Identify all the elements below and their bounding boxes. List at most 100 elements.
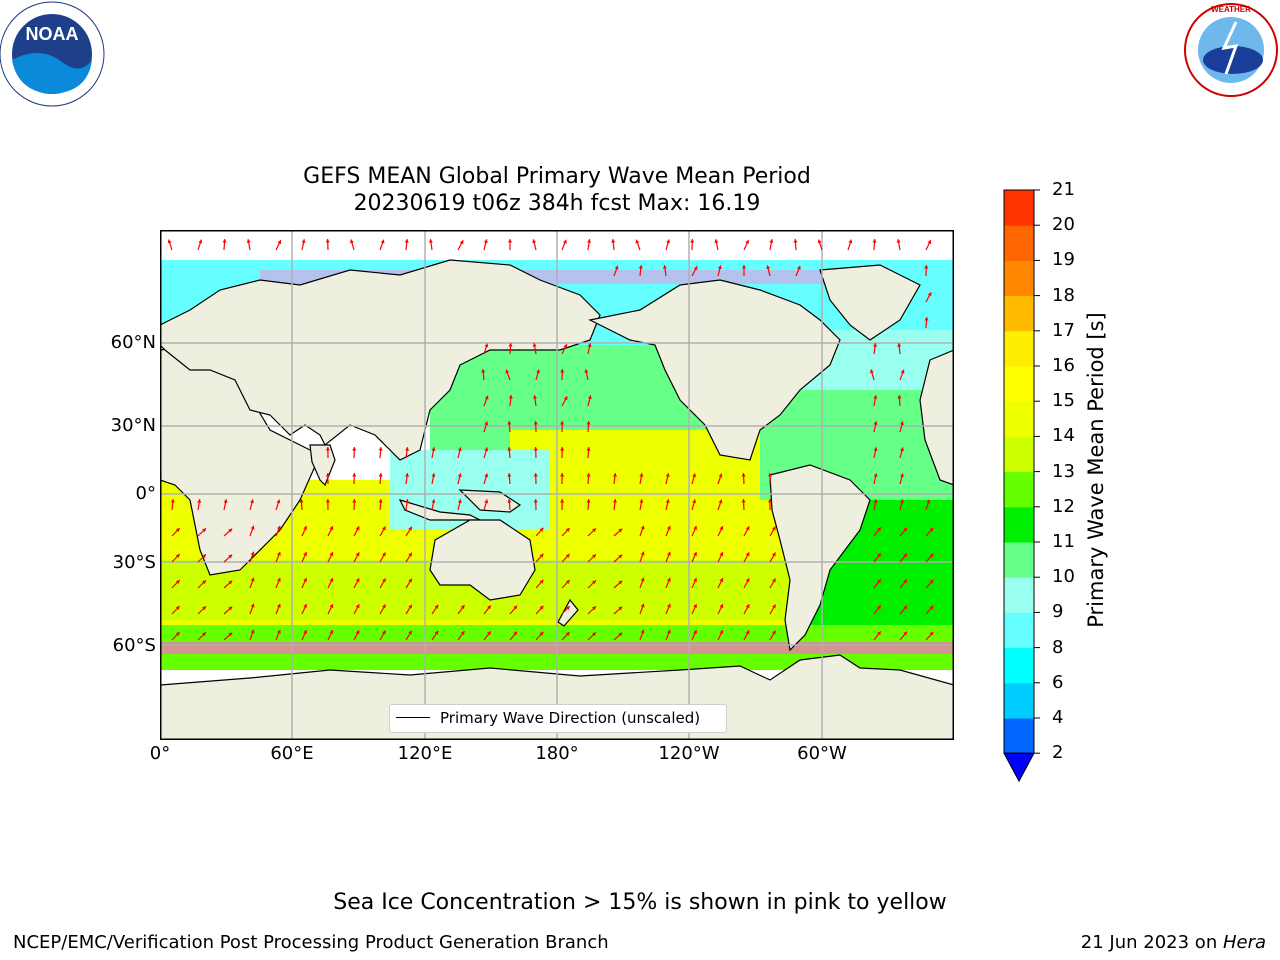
direction-arrow-head <box>872 239 877 243</box>
direction-arrow-head <box>303 577 307 582</box>
direction-arrow-head <box>175 554 180 558</box>
colorbar-segment <box>1004 295 1034 332</box>
colorbar-tick-label: 9 <box>1052 601 1064 623</box>
direction-arrow-head <box>276 603 281 608</box>
direction-arrow-head <box>614 265 619 270</box>
direction-arrow-head <box>927 240 932 245</box>
noaa-logo-text: NOAA <box>26 24 79 44</box>
direction-arrow-head <box>741 473 746 477</box>
direction-arrow-head <box>539 631 544 636</box>
direction-arrow-head <box>635 239 640 244</box>
direction-arrow-head <box>714 239 719 244</box>
colorbar-segment <box>1004 542 1034 578</box>
colorbar-tick-label: 11 <box>1052 531 1075 552</box>
colorbar-segment <box>1004 366 1034 402</box>
direction-arrow-head <box>481 369 486 373</box>
colorbar-tick-label: 2 <box>1052 742 1064 764</box>
direction-arrow-head <box>276 499 281 504</box>
direction-arrow-head <box>618 606 623 611</box>
direction-arrow-head <box>899 447 904 452</box>
direction-arrow-head <box>899 421 904 426</box>
colorbar-tick-label: 10 <box>1052 566 1075 588</box>
direction-arrow-head <box>299 499 304 503</box>
direction-arrow-head <box>228 632 233 637</box>
direction-arrow-head <box>329 578 334 583</box>
direction-arrow-head <box>592 606 596 611</box>
direction-arrow-head <box>903 553 908 558</box>
direction-arrow-head <box>897 395 902 399</box>
direction-arrow-head <box>877 579 881 584</box>
direction-arrow-head <box>565 632 570 636</box>
direction-arrow-head <box>745 526 750 531</box>
direction-arrow-head <box>877 631 881 636</box>
direction-arrow-head <box>460 605 465 610</box>
colorbar-segment <box>1004 190 1034 226</box>
direction-arrow-head <box>276 551 281 556</box>
direction-arrow-head <box>693 551 697 556</box>
colorbar-segment <box>1004 718 1034 754</box>
direction-arrow-head <box>405 499 410 503</box>
direction-arrow-head <box>618 554 623 559</box>
direction-arrow-head <box>303 525 307 530</box>
direction-arrow-head <box>719 578 724 583</box>
direction-arrow-head <box>428 239 433 243</box>
direction-arrow-head <box>198 239 203 244</box>
direction-arrow-head <box>508 343 513 347</box>
direction-arrow-head <box>228 606 233 611</box>
direction-arrow-head <box>355 604 360 609</box>
sea-ice-caption: Sea Ice Concentration > 15% is shown in … <box>333 890 947 915</box>
map-legend: Primary Wave Direction (unscaled) <box>389 704 727 733</box>
direction-arrow-head <box>382 630 386 635</box>
direction-arrow-head <box>745 604 750 609</box>
direction-arrow-head <box>303 629 307 634</box>
direction-arrow-head <box>355 552 360 557</box>
direction-arrow-head <box>666 603 671 608</box>
direction-arrow-head <box>484 343 489 348</box>
direction-arrow-head <box>175 606 180 610</box>
direction-arrow-head <box>560 447 565 451</box>
lat-label-60s: 60°S <box>112 635 156 656</box>
direction-arrow-head <box>587 239 592 243</box>
direction-arrow-head <box>719 604 724 609</box>
direction-arrow-head <box>640 525 645 530</box>
direction-arrow-head <box>487 631 491 636</box>
direction-arrow-head <box>249 499 254 504</box>
direction-arrow-head <box>325 447 330 451</box>
lon-label-60w: 60°W <box>797 743 847 764</box>
direction-arrow-head <box>772 552 776 557</box>
colorbar-segment <box>1004 682 1034 719</box>
direction-arrow-head <box>924 265 929 269</box>
direction-arrow-head <box>378 473 383 477</box>
direction-arrow-head <box>586 473 591 477</box>
direction-arrow-head <box>175 580 180 584</box>
direction-arrow-head <box>378 447 383 451</box>
direction-arrow-head <box>926 499 931 504</box>
direction-arrow-head <box>228 528 233 533</box>
direction-arrow-head <box>745 552 750 557</box>
direction-arrow-head <box>612 473 617 477</box>
direction-arrow-head <box>666 525 671 530</box>
direction-arrow-head <box>693 577 697 582</box>
direction-arrow-head <box>175 528 180 532</box>
legend-label: Primary Wave Direction (unscaled) <box>440 709 701 727</box>
direction-arrow-head <box>352 447 357 451</box>
direction-arrow-head <box>539 605 544 610</box>
direction-arrow-head <box>329 552 334 557</box>
lon-label-180: 180° <box>535 743 579 764</box>
direction-arrow-head <box>508 395 513 399</box>
direction-arrow-head <box>532 343 537 347</box>
direction-arrow-head <box>772 578 776 583</box>
lon-label-120e: 120°E <box>397 743 453 764</box>
direction-arrow-head <box>434 604 439 609</box>
direction-arrow-head <box>484 447 489 452</box>
direction-arrow-head <box>666 629 671 634</box>
direction-arrow-head <box>175 632 180 636</box>
direction-arrow-head <box>565 606 570 610</box>
direction-arrow-head <box>719 552 724 557</box>
colorbar-tick-label: 13 <box>1052 460 1075 482</box>
lon-label-60e: 60°E <box>270 743 314 764</box>
direction-arrow-head <box>352 499 357 503</box>
direction-arrow-head <box>250 577 255 582</box>
direction-arrow-head <box>929 605 934 610</box>
direction-arrow-head <box>536 369 541 374</box>
